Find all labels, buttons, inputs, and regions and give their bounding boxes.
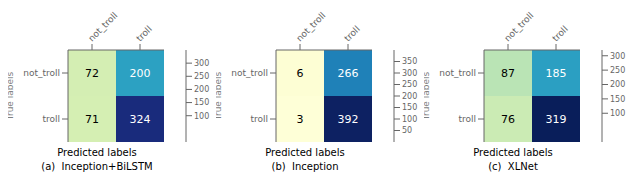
svg-text:100: 100 — [610, 109, 625, 118]
html-text:(b) Inception: (b) Inception — [271, 161, 339, 172]
svg-text:200: 200 — [194, 85, 209, 94]
svg-text:76: 76 — [501, 113, 515, 126]
svg-text:87: 87 — [501, 67, 515, 80]
svg-text:not_troll: not_troll — [23, 68, 60, 78]
html-text:(c) XLNet: (c) XLNet — [488, 161, 538, 172]
svg-text:250: 250 — [402, 80, 417, 89]
svg-text:True labels: True labels — [216, 71, 223, 121]
svg-text:250: 250 — [610, 66, 625, 75]
svg-text:not_troll: not_troll — [294, 10, 327, 43]
svg-text:300: 300 — [194, 59, 209, 68]
svg-text:not_troll: not_troll — [86, 10, 119, 43]
svg-text:324: 324 — [130, 113, 151, 126]
svg-text:200: 200 — [402, 92, 417, 101]
svg-text:300: 300 — [402, 69, 417, 78]
html-text:Predicted labels: Predicted labels — [265, 147, 345, 158]
svg-text:50: 50 — [402, 126, 412, 135]
svg-text:True labels: True labels — [8, 71, 15, 121]
svg-text:71: 71 — [85, 113, 99, 126]
svg-text:350: 350 — [402, 57, 417, 66]
svg-text:not_troll: not_troll — [231, 68, 268, 78]
svg-text:6: 6 — [297, 67, 304, 80]
svg-text:319: 319 — [546, 113, 567, 126]
svg-text:266: 266 — [338, 67, 359, 80]
svg-text:150: 150 — [610, 95, 625, 104]
html-text:Predicted labels: Predicted labels — [473, 147, 553, 158]
svg-text:troll: troll — [342, 24, 361, 43]
svg-text:300: 300 — [610, 52, 625, 61]
svg-text:not_troll: not_troll — [439, 68, 476, 78]
svg-text:72: 72 — [85, 67, 99, 80]
svg-text:3: 3 — [297, 113, 304, 126]
svg-text:392: 392 — [338, 113, 359, 126]
svg-text:troll: troll — [550, 24, 569, 43]
svg-text:200: 200 — [130, 67, 151, 80]
svg-text:True labels: True labels — [424, 71, 431, 121]
svg-text:troll: troll — [250, 114, 268, 124]
svg-text:150: 150 — [402, 103, 417, 112]
svg-text:100: 100 — [194, 112, 209, 121]
svg-text:troll: troll — [42, 114, 60, 124]
svg-text:150: 150 — [194, 98, 209, 107]
svg-text:troll: troll — [458, 114, 476, 124]
svg-text:200: 200 — [610, 80, 625, 89]
svg-text:185: 185 — [546, 67, 567, 80]
html-text:(a) Inception+BiLSTM: (a) Inception+BiLSTM — [41, 161, 153, 172]
svg-text:250: 250 — [194, 72, 209, 81]
svg-text:troll: troll — [134, 24, 153, 43]
svg-text:not_troll: not_troll — [502, 10, 535, 43]
html-text:Predicted labels: Predicted labels — [57, 147, 137, 158]
svg-text:100: 100 — [402, 115, 417, 124]
